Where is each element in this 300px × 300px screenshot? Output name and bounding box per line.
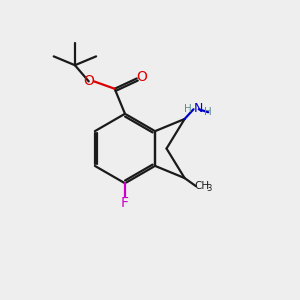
Text: O: O [136,70,148,84]
Text: 3: 3 [207,184,212,193]
Text: N: N [194,102,203,115]
Text: H: H [184,104,192,114]
Text: O: O [83,74,94,88]
Text: CH: CH [195,181,210,191]
Text: H: H [204,107,212,117]
Text: F: F [121,196,129,210]
